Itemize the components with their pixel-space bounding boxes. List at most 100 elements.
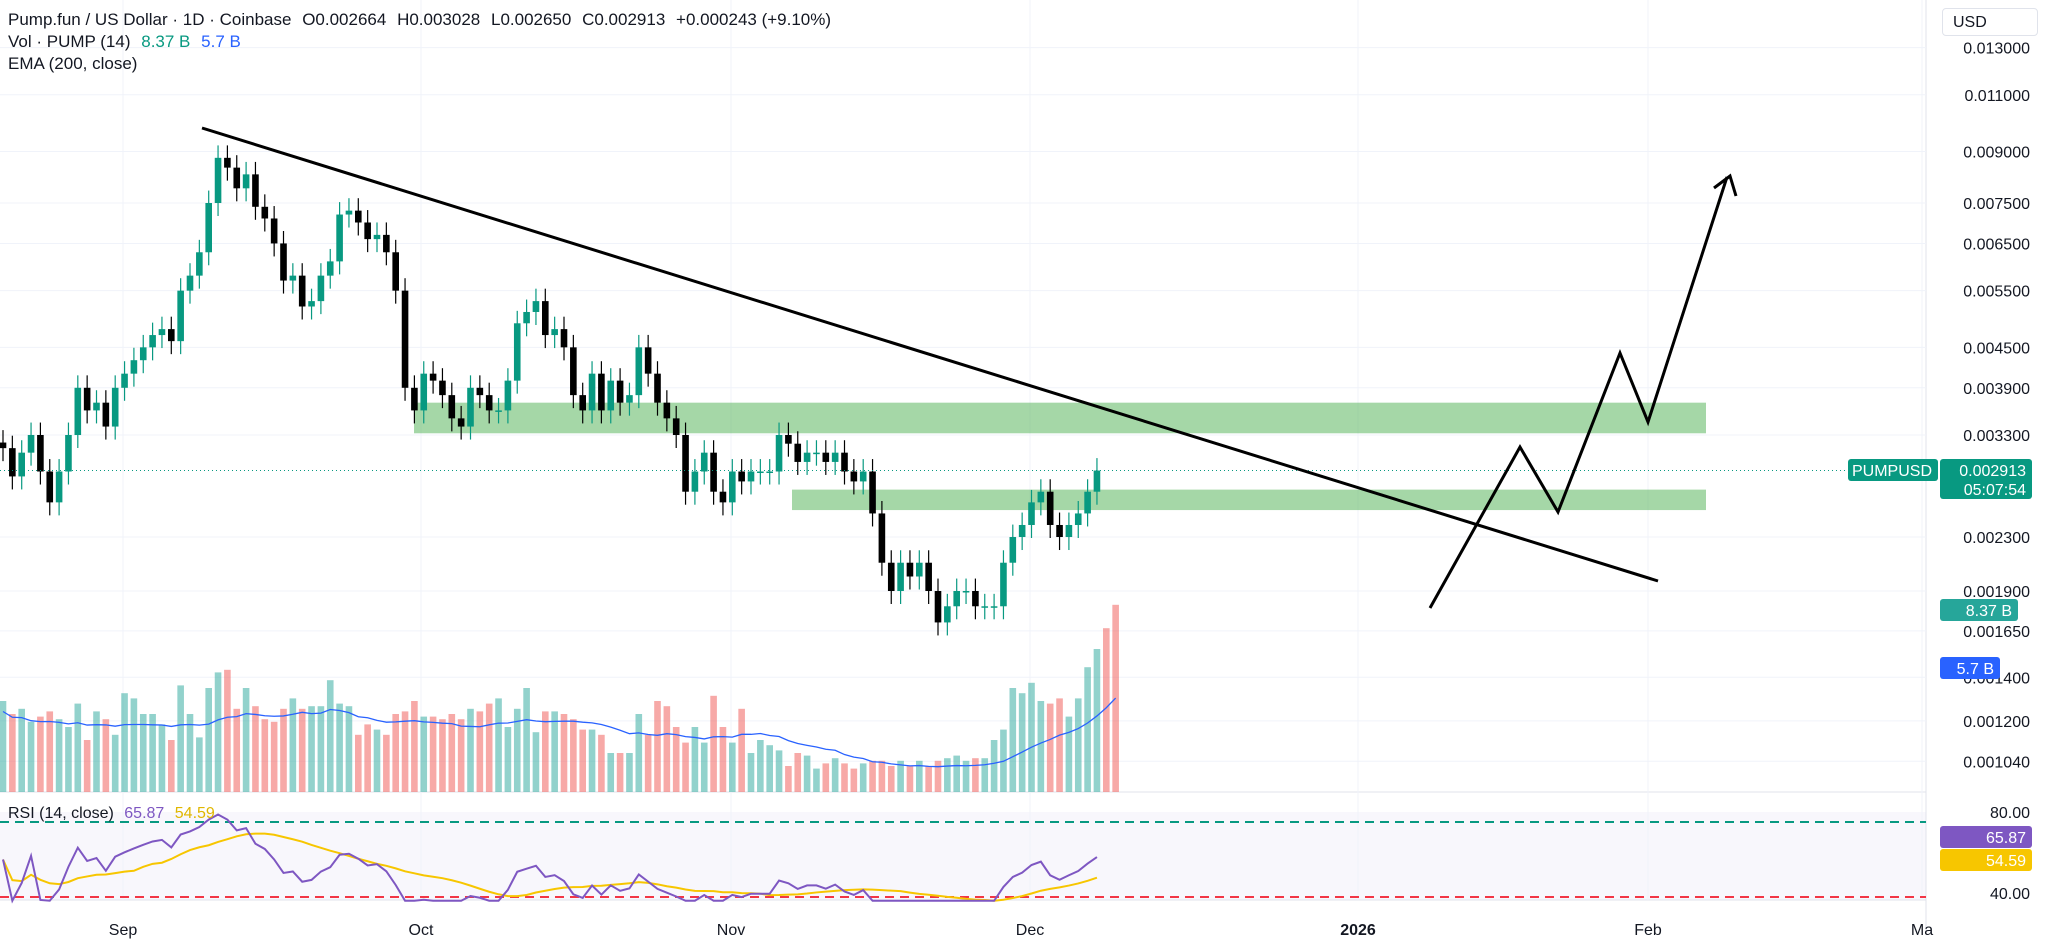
- candle-body: [429, 373, 437, 381]
- volume-bar: [111, 734, 119, 792]
- volume-bar: [560, 714, 568, 792]
- symbol-title: Pump.fun / US Dollar · 1D · Coinbase: [8, 10, 292, 29]
- candle-body: [635, 347, 643, 396]
- volume-bar: [168, 740, 175, 792]
- volume-bar: [588, 729, 596, 792]
- candle-body: [1000, 562, 1007, 607]
- candle-body: [289, 275, 297, 281]
- volume-bar: [439, 719, 446, 792]
- volume-bar: [738, 708, 745, 792]
- volume-bar: [1037, 701, 1045, 792]
- volume-bar: [308, 706, 315, 792]
- volume-bar: [822, 763, 830, 792]
- y-tick-label: 0.003900: [1963, 381, 2030, 398]
- candle-body: [373, 234, 381, 240]
- candle-body: [27, 434, 35, 453]
- candle-body: [9, 448, 16, 477]
- volume-bar: [27, 721, 35, 792]
- support-zone: [792, 489, 1706, 511]
- candle-body: [981, 606, 989, 608]
- volume-bar: [261, 719, 269, 792]
- candle-body: [383, 234, 390, 253]
- volume-bar: [65, 727, 72, 792]
- rsi-label: RSI (14, close): [8, 805, 114, 822]
- volume-bar: [700, 742, 708, 792]
- candle-body: [111, 387, 119, 427]
- rsi-legend[interactable]: RSI (14, close) 65.87 54.59: [8, 805, 221, 823]
- candle-body: [588, 373, 596, 411]
- volume-bar: [74, 703, 82, 792]
- candle-body: [1074, 513, 1082, 525]
- candle-body: [308, 301, 315, 307]
- volume-bar: [785, 766, 792, 792]
- volume-bar: [934, 760, 942, 792]
- ohlc-close: C0.002913: [582, 10, 666, 29]
- volume-bar: [925, 766, 932, 792]
- candle-body: [916, 562, 923, 577]
- candle-body: [738, 471, 745, 482]
- volume-bar: [504, 727, 512, 792]
- volume-bar: [102, 719, 110, 792]
- candle-body: [242, 174, 250, 189]
- candle-body: [831, 452, 839, 462]
- volume-bar: [616, 753, 624, 792]
- candle-body: [270, 218, 278, 244]
- volume-bar: [158, 724, 166, 792]
- ohlc-change: +0.000243 (+9.10%): [676, 10, 832, 29]
- rsi-ma-badge-text: 54.59: [1986, 853, 2026, 870]
- candle-body: [729, 471, 736, 503]
- volume-bar: [672, 727, 680, 792]
- candle-body: [663, 402, 671, 419]
- main-pane: [0, 0, 1926, 792]
- candle-body: [467, 387, 474, 427]
- volume-value: 8.37 B: [141, 32, 191, 51]
- volume-bar: [355, 734, 362, 792]
- candle-body: [1037, 491, 1045, 503]
- volume-bar: [766, 745, 773, 792]
- ema-legend[interactable]: EMA (200, close): [8, 54, 143, 74]
- volume-bar: [1103, 628, 1110, 792]
- candle-body: [317, 275, 325, 302]
- candle-body: [280, 243, 287, 281]
- volume-bar: [794, 753, 802, 792]
- candle-body: [177, 290, 184, 342]
- candle-body: [794, 443, 802, 462]
- currency-selector[interactable]: USD: [1942, 8, 2038, 36]
- ema-label: EMA (200, close): [8, 54, 138, 73]
- volume-bar: [177, 685, 184, 792]
- candle-body: [850, 471, 858, 482]
- price-badge: [1940, 459, 2032, 499]
- volume-bar: [1065, 716, 1073, 792]
- projection-path: [1428, 176, 1729, 609]
- candle-body: [897, 562, 904, 591]
- candle-body: [139, 347, 147, 361]
- candle-body: [803, 452, 811, 462]
- volume-ma-badge-text: 5.7 B: [1957, 661, 1994, 678]
- candle-body: [355, 210, 362, 223]
- candle-body: [654, 373, 661, 403]
- volume-ma-line: [2, 697, 1117, 768]
- candle-body: [65, 434, 72, 472]
- volume-bar: [83, 740, 91, 792]
- x-tick-label: Dec: [1016, 922, 1044, 939]
- volume-bar: [280, 708, 287, 792]
- candle-body: [859, 471, 867, 482]
- candle-body: [616, 380, 624, 403]
- volume-bar: [626, 753, 633, 792]
- candle-body: [411, 387, 418, 411]
- volume-legend[interactable]: Vol · PUMP (14) 8.37 B 5.7 B: [8, 32, 247, 52]
- volume-bar: [1018, 693, 1026, 792]
- rsi-line: [2, 813, 1098, 904]
- volume-bar: [850, 768, 858, 792]
- candle-body: [37, 434, 44, 472]
- volume-bar: [841, 763, 848, 792]
- y-tick-label: 0.001040: [1963, 754, 2030, 771]
- candle-body: [149, 335, 156, 348]
- volume-bar: [149, 714, 156, 792]
- candle-body: [1009, 537, 1017, 563]
- volume-bar: [9, 714, 16, 792]
- volume-bar: [298, 708, 306, 792]
- candle-body: [83, 387, 91, 411]
- candle-body: [700, 452, 708, 472]
